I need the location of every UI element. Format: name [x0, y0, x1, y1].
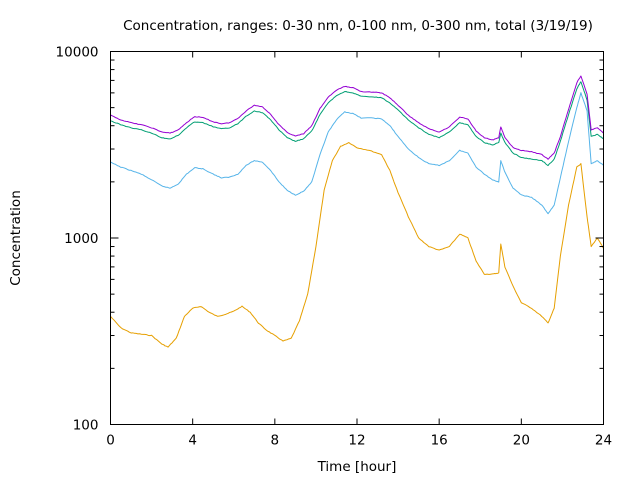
- y-tick-label: 1000: [64, 231, 98, 247]
- x-tick-label: 20: [513, 433, 530, 449]
- x-tick-label: 12: [348, 433, 365, 449]
- plot-frame: [110, 51, 604, 425]
- y-tick-label: 100: [73, 418, 99, 434]
- x-tick-label: 4: [188, 433, 197, 449]
- chart-title: Concentration, ranges: 0-30 nm, 0-100 nm…: [123, 18, 593, 34]
- x-tick-label: 0: [106, 433, 115, 449]
- series-layer: [110, 75, 604, 348]
- series-line-3: [110, 81, 604, 167]
- series-line-1: [110, 142, 604, 348]
- x-tick-label: 16: [431, 433, 448, 449]
- series-line-4: [110, 75, 604, 160]
- x-tick-label: 8: [271, 433, 280, 449]
- tick-layer: 0 4 8 12 16 20 24 100 1000 10000: [56, 45, 613, 449]
- y-axis-label: Concentration: [8, 190, 24, 286]
- x-axis-label: Time [hour]: [317, 459, 397, 475]
- series-line-2: [110, 92, 604, 215]
- x-tick-label: 24: [595, 433, 612, 449]
- y-tick-label: 10000: [56, 45, 99, 61]
